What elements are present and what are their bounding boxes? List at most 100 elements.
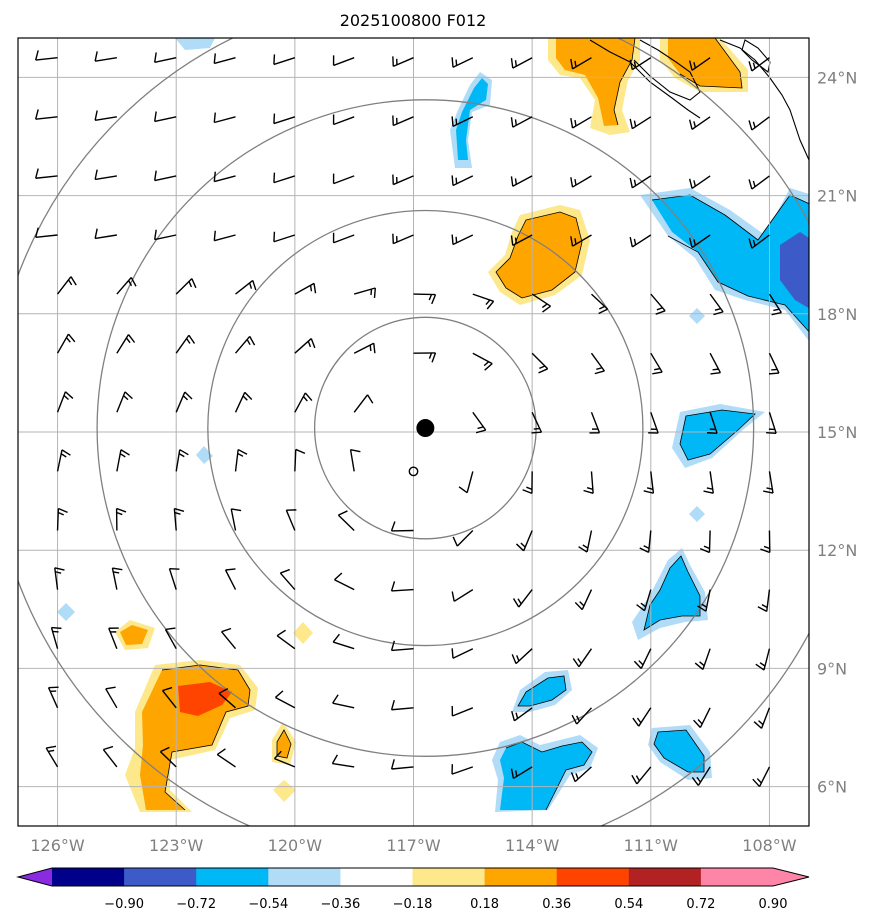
colorbar-cell — [340, 868, 413, 886]
wind-barb — [273, 113, 296, 125]
wind-barb — [392, 115, 414, 127]
wind-barb — [216, 748, 236, 768]
neg-region-east-7n-core — [654, 730, 704, 772]
wind-barb — [760, 530, 771, 554]
wind-barb — [631, 766, 652, 785]
range-ring — [207, 209, 644, 647]
wind-barb — [230, 508, 242, 531]
wind-barb — [56, 449, 71, 472]
wind-barb — [451, 589, 474, 602]
wind-barb — [34, 227, 58, 239]
colorbar-label: −0.54 — [248, 897, 288, 912]
wind-barb — [390, 759, 414, 770]
wind-barb — [273, 750, 296, 768]
wind-barb — [392, 174, 414, 186]
contour-east-15n — [679, 409, 756, 461]
wind-barb — [693, 707, 711, 728]
contour-southwest — [161, 664, 251, 811]
wind-barb — [56, 333, 76, 354]
wind-barb — [699, 530, 711, 554]
colorbar-cell — [196, 868, 269, 886]
colorbar-labels: −0.90 −0.72 −0.54 −0.36 −0.18 0.18 0.36 … — [104, 897, 787, 912]
baja-coast-east — [633, 39, 701, 101]
wind-barb — [332, 694, 355, 709]
pos-region-southwest-max — [178, 682, 232, 716]
wind-barb — [116, 276, 137, 295]
wind-barb — [94, 51, 117, 62]
wind-barb — [116, 391, 133, 413]
wind-barb — [50, 626, 62, 649]
longitude-labels: 126°W 123°W 120°W 117°W 114°W 111°W 108°… — [30, 836, 796, 855]
wind-barb — [570, 234, 592, 247]
baja-coast-west — [589, 39, 701, 119]
wind-barb — [763, 471, 774, 494]
wind-barb — [332, 114, 355, 126]
colorbar-label: −0.36 — [320, 897, 360, 912]
wind-barb — [353, 394, 374, 413]
map-frame — [17, 37, 810, 827]
wind-barb — [332, 55, 355, 67]
wind-barb — [748, 57, 770, 72]
wind-barb — [153, 52, 177, 63]
wind-barb — [175, 278, 197, 295]
wind-barb — [332, 232, 355, 244]
wind-barb — [116, 334, 136, 354]
wind-barb — [510, 57, 533, 69]
wind-barb — [650, 352, 663, 375]
wind-barb — [629, 116, 652, 130]
wind-barb — [755, 648, 771, 671]
wind-barb — [159, 746, 177, 768]
wind-barb — [570, 57, 592, 70]
colorbar-extend-low — [18, 868, 52, 886]
wind-barb — [458, 471, 474, 494]
wind-barb — [279, 568, 296, 591]
pos-region-124w-10n-core — [120, 625, 148, 645]
wind-barb — [175, 334, 196, 354]
wind-barb — [688, 116, 711, 130]
range-ring — [313, 316, 537, 540]
wind-barb — [629, 57, 652, 71]
colorbar-label: −0.72 — [176, 897, 216, 912]
pos-region-120w-6n — [273, 780, 296, 802]
neg-region-dot-126w — [57, 603, 75, 621]
contour-114w-8n — [517, 675, 567, 707]
wind-barb — [639, 530, 652, 554]
lon-label: 117°W — [386, 836, 441, 855]
neg-region-top-122w — [175, 38, 215, 50]
wind-barb — [175, 391, 193, 413]
wind-barb — [45, 745, 59, 768]
wind-barb — [294, 448, 306, 472]
wind-barb — [643, 471, 655, 494]
lat-label: 9°N — [817, 659, 847, 678]
wind-barb — [105, 686, 118, 709]
wind-barb — [748, 234, 770, 249]
wind-barb — [276, 629, 296, 650]
pos-region-119w-10n — [293, 622, 313, 644]
wind-barb — [570, 175, 592, 188]
colorbar-label: 0.36 — [542, 897, 571, 912]
wind-barb — [213, 112, 236, 124]
wind-barb — [451, 705, 474, 717]
neg-region-north-115w-core — [456, 78, 488, 160]
lon-label: 111°W — [624, 836, 679, 855]
wind-barb — [224, 568, 237, 590]
wind-barb — [161, 686, 177, 709]
colorbar-outline — [16, 867, 810, 887]
wind-barb — [648, 412, 659, 434]
wind-barb — [334, 572, 355, 591]
map-area — [18, 38, 809, 826]
wind-barb — [274, 690, 296, 709]
lat-label: 24°N — [817, 68, 857, 87]
lon-label: 108°W — [742, 836, 797, 855]
lat-label: 6°N — [817, 778, 847, 797]
wind-barb — [153, 170, 177, 182]
neg-region-dot-110w-18n — [689, 308, 705, 324]
contour-120w-7n — [276, 729, 292, 759]
neg-region-northeast-deep — [780, 232, 809, 309]
wind-barb — [34, 50, 58, 61]
wind-barb — [390, 699, 414, 711]
wind-barb — [636, 589, 652, 612]
colorbar-label: −0.18 — [393, 897, 433, 912]
wind-barb — [234, 448, 248, 472]
